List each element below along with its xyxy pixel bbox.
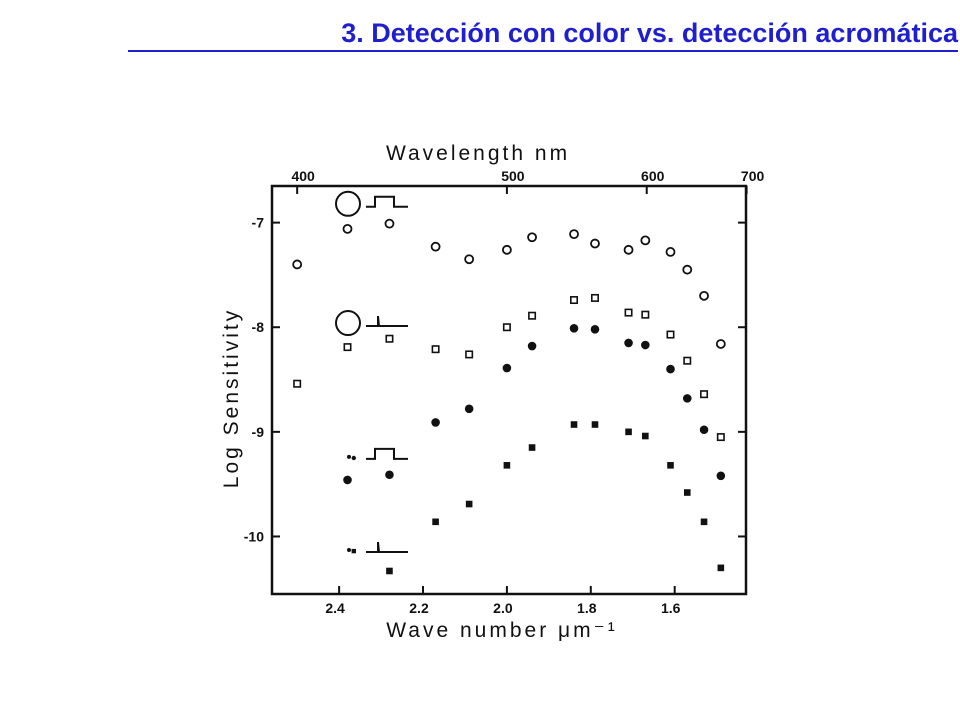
point-open-square (716, 433, 725, 442)
point-filled-square (528, 444, 536, 451)
point-filled-square (700, 518, 708, 526)
slide-title: 3. Detección con color vs. detección acr… (128, 16, 958, 52)
point-filled-circle (666, 364, 675, 374)
tick-labels: 2.4 2.2 2.0 1.8 1.6 400 500 600 700 -7 -8 -9 -10 (244, 168, 765, 616)
spot-circle (335, 310, 361, 337)
point-filled-square (642, 432, 649, 440)
series-small-field-brief-flash (351, 421, 725, 575)
point-open-circle (699, 290, 709, 301)
point-filled-circle (699, 425, 709, 435)
top-axis-title: Wavelength nm (386, 142, 570, 165)
point-filled-circle (569, 323, 579, 333)
point-open-square (590, 293, 599, 302)
point-open-circle (384, 218, 395, 229)
x-tick-label: 2.0 (493, 600, 513, 616)
point-filled-circle (502, 363, 512, 373)
point-open-square (624, 308, 633, 317)
point-open-circle (569, 229, 579, 240)
spot-dot (347, 454, 351, 459)
series-small-field-long-pulse (343, 323, 726, 485)
point-filled-square (465, 500, 473, 508)
point-open-square (666, 330, 675, 339)
point-open-circle (342, 223, 353, 234)
point-filled-square (667, 462, 674, 469)
y-axis-title: Log Sensitivity (220, 308, 243, 488)
plot-border (270, 184, 748, 596)
point-filled-square (591, 421, 599, 428)
point-open-circle (502, 244, 512, 255)
x2-tick-label: 700 (741, 168, 765, 184)
point-filled-circle (343, 475, 352, 485)
point-open-circle (682, 264, 693, 275)
x-tick-label: 1.6 (661, 600, 681, 616)
point-filled-square (683, 489, 691, 496)
point-filled-circle (385, 470, 394, 480)
pulse-shape (366, 315, 408, 328)
x2-tick-label: 500 (501, 168, 525, 184)
point-filled-circle (624, 338, 633, 348)
point-open-square (700, 390, 709, 399)
point-open-square (502, 323, 511, 332)
point-open-circle (292, 259, 303, 270)
x-tick-label: 2.2 (409, 600, 429, 616)
x2-tick-label: 400 (291, 168, 315, 184)
spot-dot (347, 548, 351, 553)
spot-circle (335, 190, 361, 217)
pulse-shape (366, 195, 408, 208)
point-open-square (431, 345, 440, 354)
point-open-circle (640, 235, 651, 246)
x-tick-label: 1.8 (577, 600, 597, 616)
stimulus-icon-large-field-long-pulse (335, 190, 408, 217)
point-open-circle (590, 238, 600, 249)
point-filled-square (717, 564, 725, 572)
point-open-square (528, 311, 537, 320)
pulse-shape (366, 447, 408, 460)
point-filled-circle (527, 341, 537, 351)
point-filled-square (386, 567, 393, 575)
pulse-shape (366, 541, 408, 554)
stimulus-icons (335, 190, 408, 554)
point-open-square (465, 350, 474, 359)
point-open-square (641, 310, 650, 319)
point-open-circle (715, 339, 726, 349)
point-open-circle (623, 244, 634, 255)
y-tick-label: -9 (252, 424, 265, 440)
point-open-square (293, 379, 302, 388)
stimulus-icon-large-field-brief-flash (335, 310, 408, 337)
point-filled-square (503, 462, 511, 469)
point-open-square (343, 343, 352, 352)
axis-ticks (272, 186, 748, 594)
point-filled-circle (641, 340, 650, 350)
point-filled-circle (590, 325, 600, 334)
x2-tick-label: 600 (641, 168, 665, 184)
point-open-circle (464, 254, 475, 265)
point-filled-square (625, 428, 632, 436)
series-large-field-brief-flash (293, 293, 725, 442)
stimulus-icon-small-field-long-pulse (347, 447, 408, 460)
point-open-square (570, 296, 579, 305)
point-open-square (385, 334, 394, 343)
point-open-circle (665, 247, 676, 257)
point-filled-square (570, 421, 578, 428)
point-filled-circle (682, 394, 692, 403)
plot-frame (270, 184, 748, 596)
y-tick-label: -10 (244, 528, 264, 544)
point-open-square (683, 356, 692, 365)
y-tick-label: -7 (252, 215, 265, 231)
data-points (292, 218, 726, 575)
y-tick-label: -8 (252, 319, 265, 335)
point-open-circle (527, 232, 537, 243)
point-filled-circle (716, 471, 726, 481)
series-large-field-long-pulse (292, 218, 726, 349)
point-filled-square (351, 548, 356, 554)
point-open-circle (430, 241, 441, 252)
x-tick-label: 2.4 (325, 600, 345, 616)
x-axis-title: Wave number μm⁻¹ (386, 619, 617, 642)
point-filled-square (432, 518, 439, 526)
stimulus-icon-small-field-brief-flash (347, 541, 408, 554)
point-filled-circle (431, 418, 440, 427)
point-filled-circle (464, 404, 474, 414)
point-filled-circle (351, 455, 356, 461)
